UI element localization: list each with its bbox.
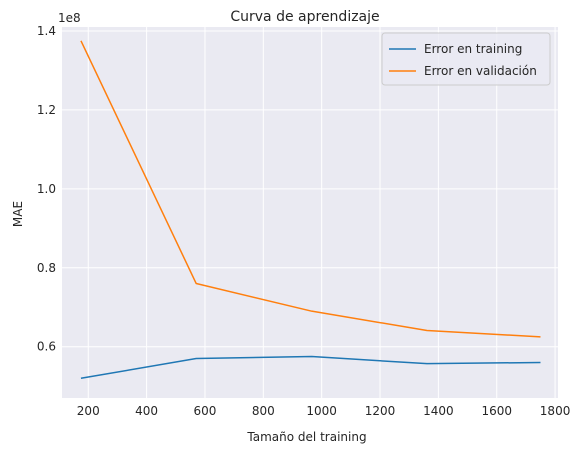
y-tick-label: 1.0 xyxy=(37,182,56,196)
chart-title: Curva de aprendizaje xyxy=(230,9,379,25)
series-line-training xyxy=(80,355,541,380)
x-tick-label: 800 xyxy=(252,404,275,418)
series-layer xyxy=(80,40,541,380)
x-tick-label: 600 xyxy=(194,404,217,418)
x-tick-label: 1000 xyxy=(306,404,337,418)
y-tick-labels: 0.6 0.8 1.0 1.2 1.4 xyxy=(37,24,56,354)
x-tick-label: 1400 xyxy=(423,404,454,418)
y-tick-label: 1.2 xyxy=(37,103,56,117)
legend-box xyxy=(381,32,551,86)
grid-lines xyxy=(62,27,558,398)
series-line-validacion xyxy=(80,40,541,338)
legend-label-validacion: Error en validación xyxy=(424,64,537,78)
x-tick-labels: 200 400 600 800 1000 1200 1400 1600 1800 xyxy=(77,404,571,418)
y-tick-label: 1.4 xyxy=(37,24,56,38)
legend: Error en training Error en validación xyxy=(381,32,551,86)
x-tick-label: 400 xyxy=(135,404,158,418)
y-offset-label: 1e8 xyxy=(58,11,81,25)
x-axis-label: Tamaño del training xyxy=(246,430,366,444)
x-tick-label: 1200 xyxy=(365,404,396,418)
plot-area xyxy=(62,27,558,398)
x-tick-label: 1600 xyxy=(481,404,512,418)
x-tick-label: 200 xyxy=(77,404,100,418)
y-tick-label: 0.8 xyxy=(37,261,56,275)
y-axis-label: MAE xyxy=(11,201,25,227)
legend-label-training: Error en training xyxy=(424,42,522,56)
x-tick-label: 1800 xyxy=(540,404,571,418)
y-tick-label: 0.6 xyxy=(37,340,56,354)
